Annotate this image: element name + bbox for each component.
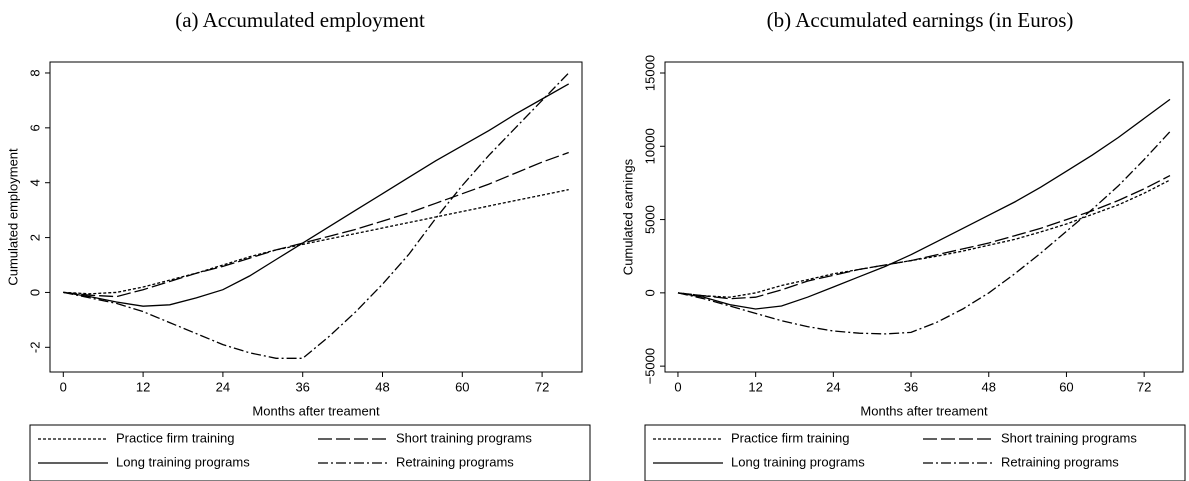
series-line bbox=[63, 83, 570, 307]
y-tick-label: −5000 bbox=[642, 348, 657, 385]
series-line bbox=[63, 188, 569, 295]
series-line bbox=[63, 72, 570, 359]
series-line bbox=[677, 98, 1171, 310]
y-axis-label: Cumulated earnings bbox=[620, 158, 635, 275]
x-tick-label: 72 bbox=[535, 379, 549, 394]
y-tick-label: 0 bbox=[642, 289, 657, 296]
legend-box bbox=[29, 424, 591, 481]
x-tick-label: 24 bbox=[826, 379, 840, 394]
legend-box bbox=[644, 424, 1186, 481]
chart-title: (b) Accumulated earnings (in Euros) bbox=[767, 8, 1074, 32]
chart-title: (a) Accumulated employment bbox=[175, 8, 425, 32]
x-tick-label: 0 bbox=[674, 379, 681, 394]
x-axis-label: Months after treament bbox=[252, 403, 380, 418]
y-tick-label: 2 bbox=[27, 234, 42, 241]
series-line bbox=[677, 175, 1171, 300]
legend-label: Retraining programs bbox=[1001, 454, 1119, 469]
legend-label: Short training programs bbox=[1001, 430, 1137, 445]
series-line bbox=[63, 151, 569, 298]
y-tick-label: 8 bbox=[27, 69, 42, 76]
legend-label: Practice firm training bbox=[731, 430, 849, 445]
series-line bbox=[677, 131, 1171, 335]
legend-label: Short training programs bbox=[396, 430, 532, 445]
y-tick-label: 10000 bbox=[642, 128, 657, 164]
legend-label: Long training programs bbox=[731, 454, 865, 469]
y-tick-label: 0 bbox=[27, 289, 42, 296]
x-tick-label: 36 bbox=[295, 379, 309, 394]
y-tick-label: -2 bbox=[27, 342, 42, 354]
x-tick-label: 60 bbox=[1059, 379, 1073, 394]
x-tick-label: 60 bbox=[455, 379, 469, 394]
plot-frame bbox=[664, 61, 1184, 373]
y-tick-label: 4 bbox=[27, 179, 42, 186]
x-tick-label: 24 bbox=[216, 379, 230, 394]
x-tick-label: 0 bbox=[60, 379, 67, 394]
x-tick-label: 48 bbox=[982, 379, 996, 394]
x-tick-label: 36 bbox=[904, 379, 918, 394]
legend-label: Long training programs bbox=[116, 454, 250, 469]
x-tick-label: 12 bbox=[748, 379, 762, 394]
legend-label: Practice firm training bbox=[116, 430, 234, 445]
y-tick-label: 5000 bbox=[642, 205, 657, 234]
x-tick-label: 48 bbox=[375, 379, 389, 394]
legend-label: Retraining programs bbox=[396, 454, 514, 469]
x-axis-label: Months after treament bbox=[860, 403, 988, 418]
y-axis-label: Cumulated employment bbox=[5, 148, 20, 286]
plot-frame bbox=[49, 61, 583, 373]
series-line bbox=[677, 179, 1171, 298]
y-tick-label: 15000 bbox=[642, 55, 657, 91]
y-tick-label: 6 bbox=[27, 124, 42, 131]
x-tick-label: 72 bbox=[1137, 379, 1151, 394]
x-tick-label: 12 bbox=[136, 379, 150, 394]
